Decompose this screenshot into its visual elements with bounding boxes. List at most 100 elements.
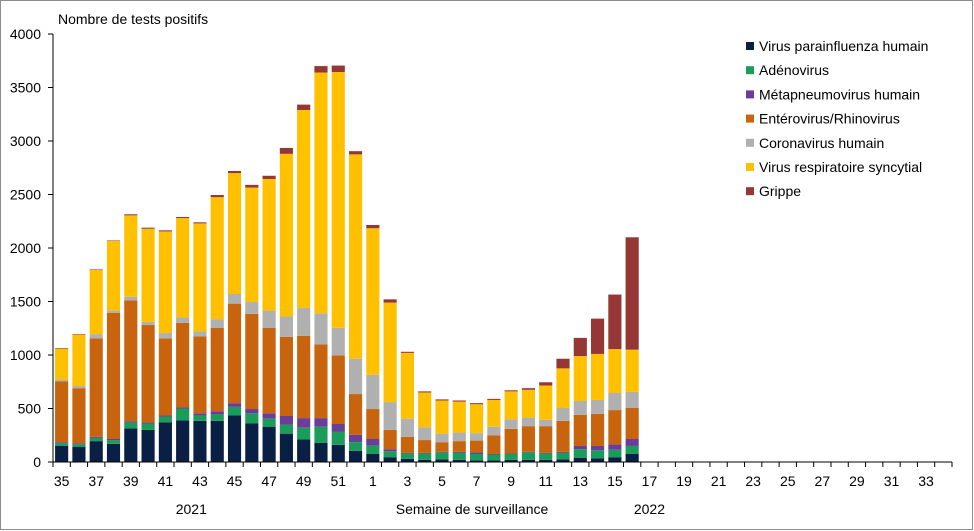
bar-segment	[262, 327, 276, 414]
bar-segment	[331, 444, 345, 462]
bar-segment	[158, 333, 172, 339]
bar-segment	[279, 153, 293, 317]
x-tick-label: 47	[261, 473, 277, 489]
x-tick-label: 45	[227, 473, 243, 489]
bar-segment	[608, 449, 622, 458]
bar-segment	[608, 392, 622, 411]
bar-segment	[348, 434, 363, 443]
legend-swatch	[746, 163, 754, 171]
bar-segment	[348, 442, 363, 451]
y-tick-label: 4000	[10, 26, 41, 42]
bar-segment	[55, 379, 69, 382]
bar-segment	[504, 453, 518, 460]
bar-segment	[314, 442, 328, 462]
bar-segment	[348, 358, 363, 395]
bar-segment	[539, 382, 553, 386]
bar-segment	[176, 218, 190, 318]
bar-segment	[625, 445, 639, 454]
bar-segment	[504, 390, 518, 392]
year-label: 2021	[176, 501, 207, 517]
bar-segment	[573, 414, 587, 446]
bar-segment	[106, 310, 121, 313]
x-tick-label: 17	[642, 473, 658, 489]
bar-segment	[158, 231, 172, 334]
bar-segment	[418, 392, 432, 428]
legend-label: Adénovirus	[759, 62, 829, 78]
bar-segment	[141, 422, 155, 424]
bar-segment	[124, 296, 138, 301]
bar-segment	[452, 452, 466, 460]
x-tick-label: 7	[473, 473, 481, 489]
bar-segment	[210, 414, 224, 421]
bar-segment	[72, 388, 86, 444]
x-tick-label: 27	[815, 473, 831, 489]
legend-label: Métapneumovirus humain	[759, 86, 920, 102]
bar-segment	[504, 453, 518, 454]
bar-segment	[573, 337, 587, 357]
bar-segment	[556, 451, 570, 453]
bar-segment	[400, 351, 414, 353]
x-tick-label: 31	[884, 473, 900, 489]
legend-label: Coronavirus humain	[759, 135, 884, 151]
bar-segment	[366, 453, 380, 462]
bar-segment	[521, 459, 535, 462]
bar-segment	[625, 391, 639, 408]
bar-segment	[158, 338, 172, 416]
bar-segment	[504, 459, 518, 462]
bar-segment	[262, 175, 276, 179]
bar-segment	[158, 422, 172, 462]
x-tick-label: 33	[918, 473, 934, 489]
x-tick-label: 21	[711, 473, 727, 489]
bar-segment	[227, 406, 242, 416]
bar-segment	[89, 338, 103, 437]
x-tick-label: 41	[158, 473, 174, 489]
bar-segment	[452, 441, 466, 452]
bar-segment	[539, 385, 553, 420]
bar-segment	[262, 413, 276, 419]
bar-segment	[400, 452, 414, 454]
bar-segment	[245, 423, 259, 462]
y-tick-label: 500	[18, 401, 42, 417]
bar-segment	[227, 415, 242, 462]
bar-segment	[573, 356, 587, 402]
bar-segment	[487, 454, 501, 461]
bar-segment	[124, 215, 138, 297]
x-tick-label: 25	[780, 473, 796, 489]
bar-segment	[89, 437, 103, 442]
bar-segment	[55, 348, 69, 349]
bar-segment	[539, 452, 553, 454]
bar-segment	[487, 460, 501, 462]
bar-segment	[504, 419, 518, 429]
legend-label: Virus respiratoire syncytial	[759, 159, 922, 175]
bar-segment	[106, 439, 121, 441]
legend-label: Grippe	[759, 183, 801, 199]
y-axis-label: Nombre de tests positifs	[58, 11, 208, 27]
bar-segment	[193, 336, 207, 414]
legend-swatch	[746, 66, 754, 75]
bar-segment	[625, 237, 639, 350]
bar-segment	[141, 325, 155, 423]
y-tick-label: 0	[33, 454, 41, 470]
bar-segment	[366, 228, 380, 375]
y-tick-label: 1500	[10, 294, 41, 310]
bar-segment	[556, 420, 570, 452]
bar-segment	[89, 441, 103, 462]
x-tick-label: 49	[296, 473, 312, 489]
bar-segment	[210, 319, 224, 328]
bar-segment	[400, 436, 414, 453]
bar-segment	[245, 313, 259, 410]
bar-segment	[400, 453, 414, 459]
bar-segment	[193, 413, 207, 416]
bar-segment	[279, 147, 293, 154]
bar-segment	[55, 445, 69, 462]
x-tick-label: 39	[123, 473, 139, 489]
x-tick-label: 23	[745, 473, 761, 489]
bars-group	[55, 65, 639, 462]
bar-segment	[331, 424, 345, 432]
bar-segment	[297, 104, 311, 110]
bar-segment	[487, 399, 501, 427]
bar-segment	[418, 452, 432, 454]
bar-segment	[297, 109, 311, 308]
bar-segment	[591, 318, 605, 354]
legend-swatch	[746, 187, 754, 196]
